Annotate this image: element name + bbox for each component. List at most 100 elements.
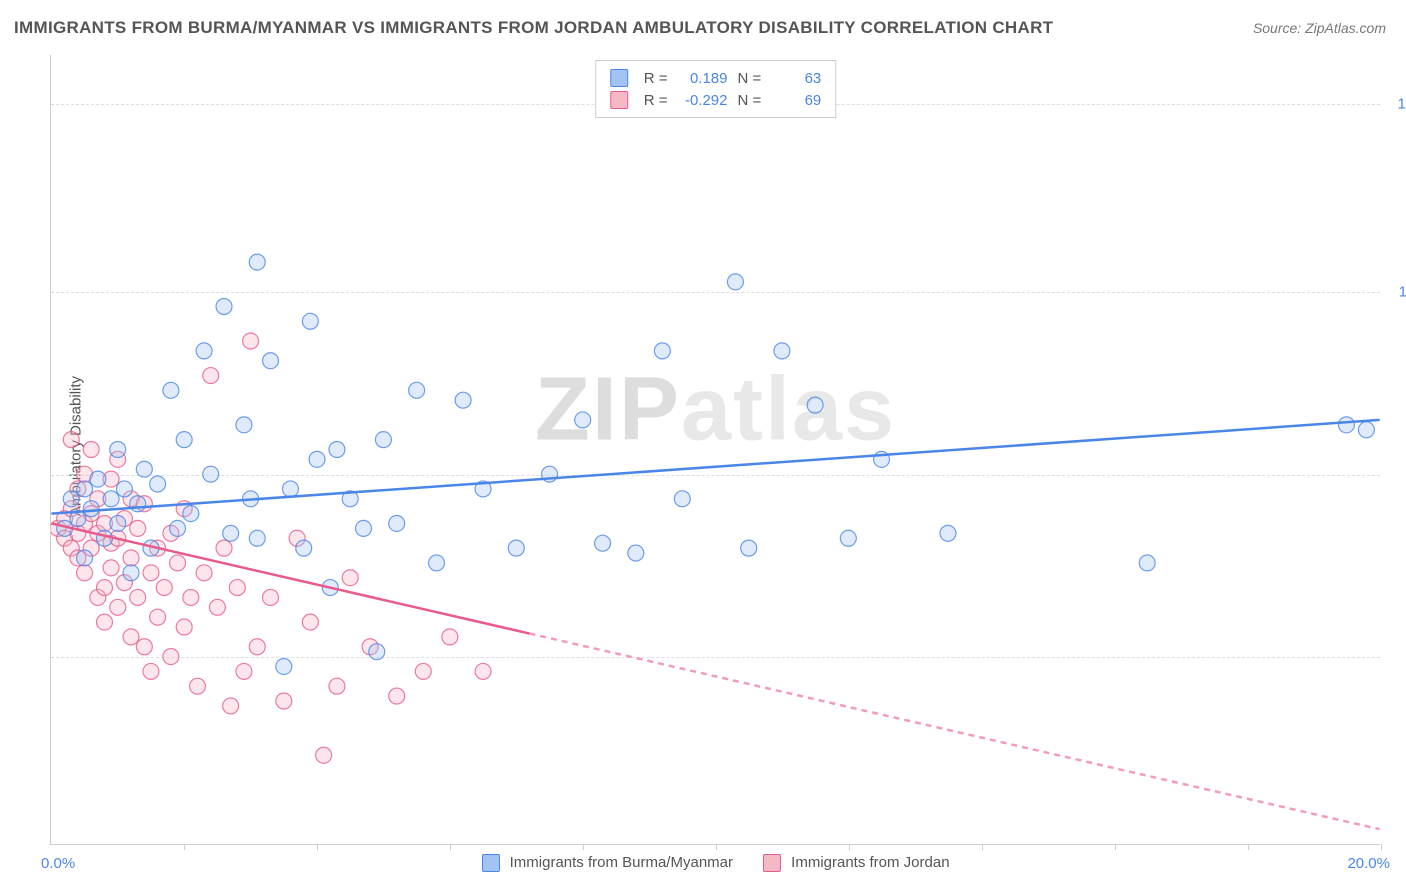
scatter-point — [183, 589, 199, 605]
scatter-point — [136, 639, 152, 655]
scatter-point — [216, 540, 232, 556]
scatter-point — [442, 629, 458, 645]
legend-swatch-series2 — [763, 854, 781, 872]
scatter-point — [63, 491, 79, 507]
stats-row-series1: R = 0.189 N = 63 — [610, 67, 822, 89]
scatter-point — [727, 274, 743, 290]
scatter-point — [415, 663, 431, 679]
source-attribution: Source: ZipAtlas.com — [1253, 20, 1386, 36]
y-tick-label: 15.0% — [1385, 96, 1406, 113]
x-tick — [1381, 844, 1382, 850]
x-tick — [1115, 844, 1116, 850]
scatter-point — [249, 639, 265, 655]
bottom-legend: Immigrants from Burma/Myanmar Immigrants… — [481, 854, 949, 872]
x-tick — [583, 844, 584, 850]
scatter-point — [243, 333, 259, 349]
scatter-point — [236, 663, 252, 679]
scatter-point — [170, 520, 186, 536]
scatter-point — [143, 565, 159, 581]
scatter-point — [223, 525, 239, 541]
scatter-point — [774, 343, 790, 359]
scatter-point — [209, 599, 225, 615]
scatter-point — [143, 663, 159, 679]
scatter-point — [329, 678, 345, 694]
y-tick-label: 11.2% — [1385, 284, 1406, 301]
scatter-point — [389, 515, 405, 531]
scatter-point — [263, 589, 279, 605]
x-tick — [849, 844, 850, 850]
scatter-point — [223, 698, 239, 714]
scatter-point — [83, 501, 99, 517]
legend-label-series1: Immigrants from Burma/Myanmar — [510, 854, 733, 871]
scatter-point — [163, 649, 179, 665]
scatter-point — [329, 442, 345, 458]
scatter-point — [229, 580, 245, 596]
scatter-point — [130, 496, 146, 512]
scatter-point — [475, 663, 491, 679]
scatter-point — [110, 599, 126, 615]
scatter-point — [674, 491, 690, 507]
scatter-point — [123, 629, 139, 645]
scatter-point — [96, 580, 112, 596]
legend-swatch-series1 — [481, 854, 499, 872]
scatter-point — [309, 451, 325, 467]
scatter-point — [276, 658, 292, 674]
scatter-point — [282, 481, 298, 497]
scatter-point — [302, 313, 318, 329]
scatter-point — [508, 540, 524, 556]
scatter-point — [455, 392, 471, 408]
scatter-point — [1338, 417, 1354, 433]
scatter-point — [296, 540, 312, 556]
scatter-point — [249, 530, 265, 546]
scatter-point — [110, 442, 126, 458]
scatter-point — [369, 644, 385, 660]
scatter-point — [110, 515, 126, 531]
scatter-point — [83, 442, 99, 458]
trend-line-extrapolated — [530, 634, 1380, 830]
scatter-point — [96, 614, 112, 630]
scatter-point — [150, 609, 166, 625]
scatter-point — [176, 619, 192, 635]
scatter-point — [176, 432, 192, 448]
scatter-point — [77, 565, 93, 581]
scatter-point — [216, 299, 232, 315]
scatter-point — [196, 343, 212, 359]
scatter-point — [170, 555, 186, 571]
scatter-point — [103, 560, 119, 576]
scatter-point — [203, 368, 219, 384]
scatter-point — [316, 747, 332, 763]
chart-title: IMMIGRANTS FROM BURMA/MYANMAR VS IMMIGRA… — [14, 18, 1053, 38]
scatter-point — [356, 520, 372, 536]
scatter-point — [196, 565, 212, 581]
correlation-stats-panel: R = 0.189 N = 63 R = -0.292 N = 69 — [595, 60, 837, 118]
scatter-point — [429, 555, 445, 571]
scatter-point — [156, 580, 172, 596]
scatter-point — [375, 432, 391, 448]
x-tick — [184, 844, 185, 850]
scatter-point — [123, 565, 139, 581]
scatter-point — [123, 550, 139, 566]
y-tick-label: 7.5% — [1385, 466, 1406, 483]
x-axis-max-label: 20.0% — [1347, 855, 1390, 872]
y-tick-label: 3.8% — [1385, 649, 1406, 666]
scatter-plot-svg — [51, 55, 1380, 844]
x-tick — [716, 844, 717, 850]
scatter-point — [77, 481, 93, 497]
scatter-point — [409, 382, 425, 398]
scatter-point — [236, 417, 252, 433]
scatter-point — [575, 412, 591, 428]
scatter-point — [130, 589, 146, 605]
trend-line — [51, 420, 1379, 514]
scatter-point — [1139, 555, 1155, 571]
scatter-point — [249, 254, 265, 270]
scatter-point — [389, 688, 405, 704]
scatter-point — [807, 397, 823, 413]
x-tick — [1248, 844, 1249, 850]
chart-plot-area: ZIPatlas R = 0.189 N = 63 R = -0.292 N =… — [50, 55, 1380, 845]
scatter-point — [940, 525, 956, 541]
scatter-point — [130, 520, 146, 536]
scatter-point — [136, 461, 152, 477]
scatter-point — [150, 476, 166, 492]
scatter-point — [63, 432, 79, 448]
legend-item-series1: Immigrants from Burma/Myanmar — [481, 854, 733, 872]
